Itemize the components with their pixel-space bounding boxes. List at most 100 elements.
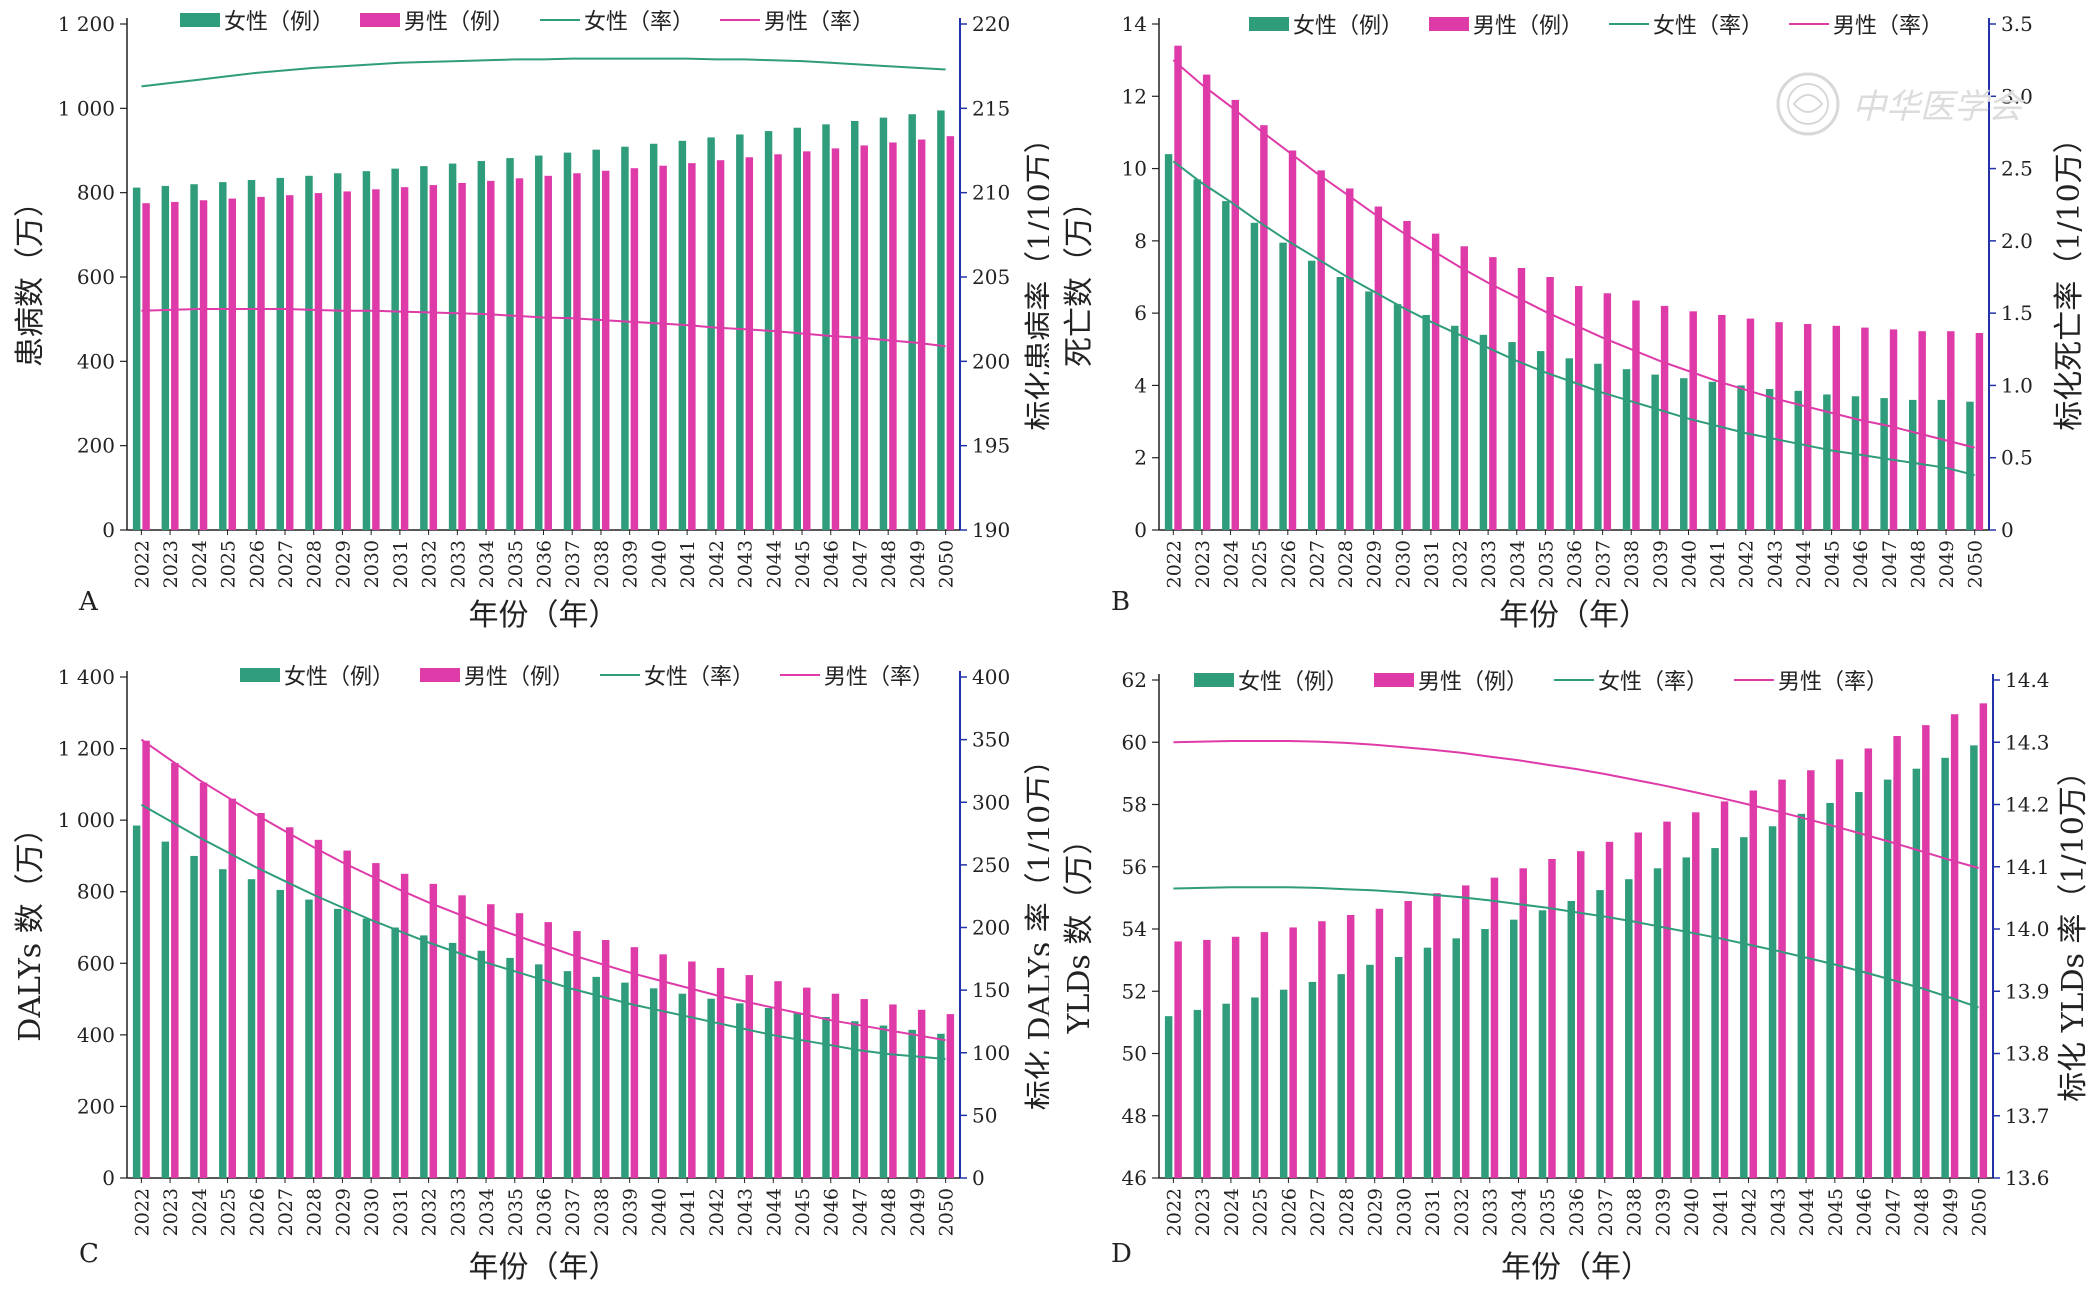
male-count-bar [257,812,265,1178]
male-count-bar [1864,748,1873,1178]
y-tick-label: 1 400 [58,665,115,689]
female-count-bar [362,171,371,530]
female-rate-line [1172,160,1975,477]
x-tick-label: 2047 [849,540,871,588]
x-tick-label: 2043 [1764,540,1786,588]
female-count-bar [1337,974,1345,1178]
female-count-bar [1851,396,1860,530]
chart-panel-c: 0 200 400 600 800 1 000 1 200 1 400 0 50 100 150 200… [13,665,1049,1285]
x-tick-label: 2033 [447,540,469,588]
female-count-bar [305,899,313,1178]
x-tick-label: 2033 [447,1188,469,1236]
y2-tick-label: 13.8 [2005,1042,2050,1066]
x-tick-label: 2029 [332,540,354,588]
y-tick-label: 60 [1122,730,1147,754]
x-tick-label: 2031 [390,1188,412,1236]
x-tick-label: 2029 [1365,1188,1387,1236]
x-tick-label: 2034 [1508,1188,1530,1236]
male-count-bar [1778,779,1786,1178]
female-count-bar [1393,304,1402,530]
x-tick-label: 2032 [419,1188,441,1236]
female-count-bar [1394,957,1403,1178]
x-tick-label: 2027 [1306,540,1328,588]
x-tick-label: 2034 [1507,540,1529,588]
y-tick-label: 600 [77,265,115,289]
male-count-bar [1318,921,1326,1178]
x-tick-label: 2036 [534,540,556,588]
publisher-seal-icon: 中华医学会 [1776,72,2026,136]
female-count-bar [305,175,313,531]
female-count-bar [1794,390,1802,530]
female-count-bar [1740,837,1748,1178]
male-count-bar [1548,858,1556,1178]
male-count-bar [1979,703,1988,1178]
x-tick-label: 2050 [1965,540,1987,588]
male-count-bar [889,142,897,530]
male-count-bar [630,947,639,1178]
female-count-bar [1193,179,1201,530]
x-tick-label: 2024 [189,540,211,588]
female-count-bar [391,927,399,1178]
x-tick-label: 2030 [361,1188,383,1236]
female-count-bar [1625,879,1633,1178]
y2-tick-label: 220 [972,12,1010,36]
y-tick-label: 400 [77,349,115,373]
female-count-bar [1567,900,1575,1178]
female-count-bar [1594,363,1602,530]
female-count-bar [822,1016,830,1178]
male-count-bar [515,178,524,530]
x-tick-label: 2026 [246,1188,268,1236]
male-count-bar [1950,714,1959,1178]
x-tick-label: 2050 [936,1188,958,1236]
male-rate-line [1172,59,1975,449]
male-count-bar [1403,220,1411,530]
male-count-bar [688,961,696,1178]
y-tick-label: 14 [1122,12,1147,36]
female-count-bar [1768,826,1777,1178]
watermark-text: 中华医学会 [1852,87,2026,127]
x-tick-label: 2045 [792,540,814,588]
male-count-bar [1807,770,1815,1178]
legend-label: 男性（例） [404,10,514,35]
male-count-bar [630,168,639,530]
x-tick-label: 2027 [275,540,297,588]
x-tick-label: 2025 [1249,540,1271,588]
male-count-bar [544,922,552,1178]
female-count-bar [276,889,284,1178]
x-tick-label: 2038 [1624,1188,1646,1236]
male-count-bar [1490,877,1499,1178]
x-tick-label: 2041 [677,1188,699,1236]
legend-swatch-male-count [360,13,400,27]
x-tick-label: 2024 [1221,540,1243,588]
female-count-bar [1970,745,1978,1178]
x-tick-label: 2028 [304,540,326,588]
male-count-bar [1375,908,1384,1178]
panel-label: A [78,587,99,617]
male-count-bar [199,782,208,1178]
y-tick-label: 400 [77,1023,115,1047]
y2-tick-label: 0.5 [2001,446,2033,470]
y-tick-label: 46 [1122,1166,1147,1190]
female-count-bar [649,143,658,530]
female-count-bar [879,1025,888,1178]
female-count-bar [1510,919,1518,1178]
y2-tick-label: 2.5 [2001,157,2033,181]
y2-tick-label: 0 [2001,518,2014,542]
male-count-bar [1460,246,1468,530]
female-count-bar [1279,242,1287,530]
male-count-bar [199,200,208,531]
male-count-bar [515,913,524,1178]
x-tick-label: 2040 [1681,1188,1703,1236]
x-tick-label: 2032 [1450,540,1472,588]
male-count-bar [1803,323,1812,530]
x-tick-label: 2026 [1278,540,1300,588]
male-count-bar [1174,941,1182,1178]
y-tick-label: 6 [1134,301,1147,325]
female-count-bar [1797,813,1806,1178]
male-count-bar [1346,914,1355,1178]
legend-label: 女性（率） [644,665,754,690]
male-count-bar [716,160,725,530]
female-count-bar [793,1012,802,1178]
male-count-bar [1346,188,1354,530]
male-count-bar [659,165,667,530]
